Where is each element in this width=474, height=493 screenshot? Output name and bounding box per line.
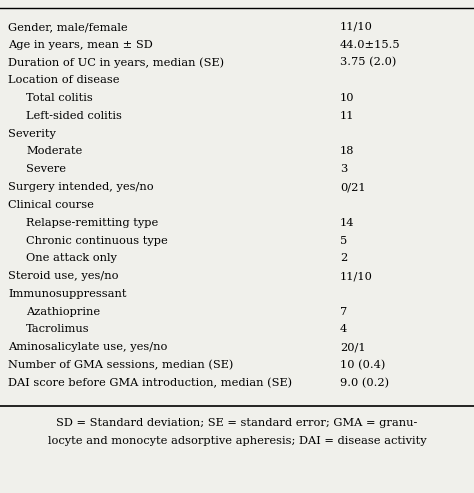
Text: 20/1: 20/1	[340, 342, 365, 352]
Text: locyte and monocyte adsorptive apheresis; DAI = disease activity: locyte and monocyte adsorptive apheresis…	[48, 436, 426, 446]
Text: DAI score before GMA introduction, median (SE): DAI score before GMA introduction, media…	[8, 378, 292, 388]
Text: 3.75 (2.0): 3.75 (2.0)	[340, 57, 396, 68]
Text: SD = Standard deviation; SE = standard error; GMA = granu-: SD = Standard deviation; SE = standard e…	[56, 418, 418, 428]
Text: Clinical course: Clinical course	[8, 200, 94, 210]
Text: 44.0±15.5: 44.0±15.5	[340, 40, 401, 50]
Text: Moderate: Moderate	[26, 146, 82, 156]
Text: One attack only: One attack only	[26, 253, 117, 263]
Text: Gender, male/female: Gender, male/female	[8, 22, 128, 32]
Text: Location of disease: Location of disease	[8, 75, 119, 85]
Text: 7: 7	[340, 307, 347, 317]
Text: 18: 18	[340, 146, 355, 156]
Text: 2: 2	[340, 253, 347, 263]
Text: Number of GMA sessions, median (SE): Number of GMA sessions, median (SE)	[8, 360, 233, 370]
Text: Left-sided colitis: Left-sided colitis	[26, 111, 122, 121]
Text: Aminosalicylate use, yes/no: Aminosalicylate use, yes/no	[8, 342, 167, 352]
Text: Immunosuppressant: Immunosuppressant	[8, 289, 127, 299]
Text: 11: 11	[340, 111, 355, 121]
Text: 10 (0.4): 10 (0.4)	[340, 360, 385, 370]
Text: 10: 10	[340, 93, 355, 103]
Text: Steroid use, yes/no: Steroid use, yes/no	[8, 271, 118, 281]
Text: 9.0 (0.2): 9.0 (0.2)	[340, 378, 389, 388]
Text: 14: 14	[340, 218, 355, 228]
Text: Age in years, mean ± SD: Age in years, mean ± SD	[8, 40, 153, 50]
Text: Chronic continuous type: Chronic continuous type	[26, 236, 168, 246]
Text: 3: 3	[340, 164, 347, 175]
Text: Tacrolimus: Tacrolimus	[26, 324, 90, 334]
Text: Surgery intended, yes/no: Surgery intended, yes/no	[8, 182, 154, 192]
Text: Severity: Severity	[8, 129, 56, 139]
Text: Relapse-remitting type: Relapse-remitting type	[26, 218, 158, 228]
Text: 11/10: 11/10	[340, 271, 373, 281]
Text: 4: 4	[340, 324, 347, 334]
Text: Duration of UC in years, median (SE): Duration of UC in years, median (SE)	[8, 57, 224, 68]
Text: Azathioprine: Azathioprine	[26, 307, 100, 317]
Text: Total colitis: Total colitis	[26, 93, 93, 103]
Text: 11/10: 11/10	[340, 22, 373, 32]
Text: 0/21: 0/21	[340, 182, 365, 192]
Text: Severe: Severe	[26, 164, 66, 175]
Text: 5: 5	[340, 236, 347, 246]
